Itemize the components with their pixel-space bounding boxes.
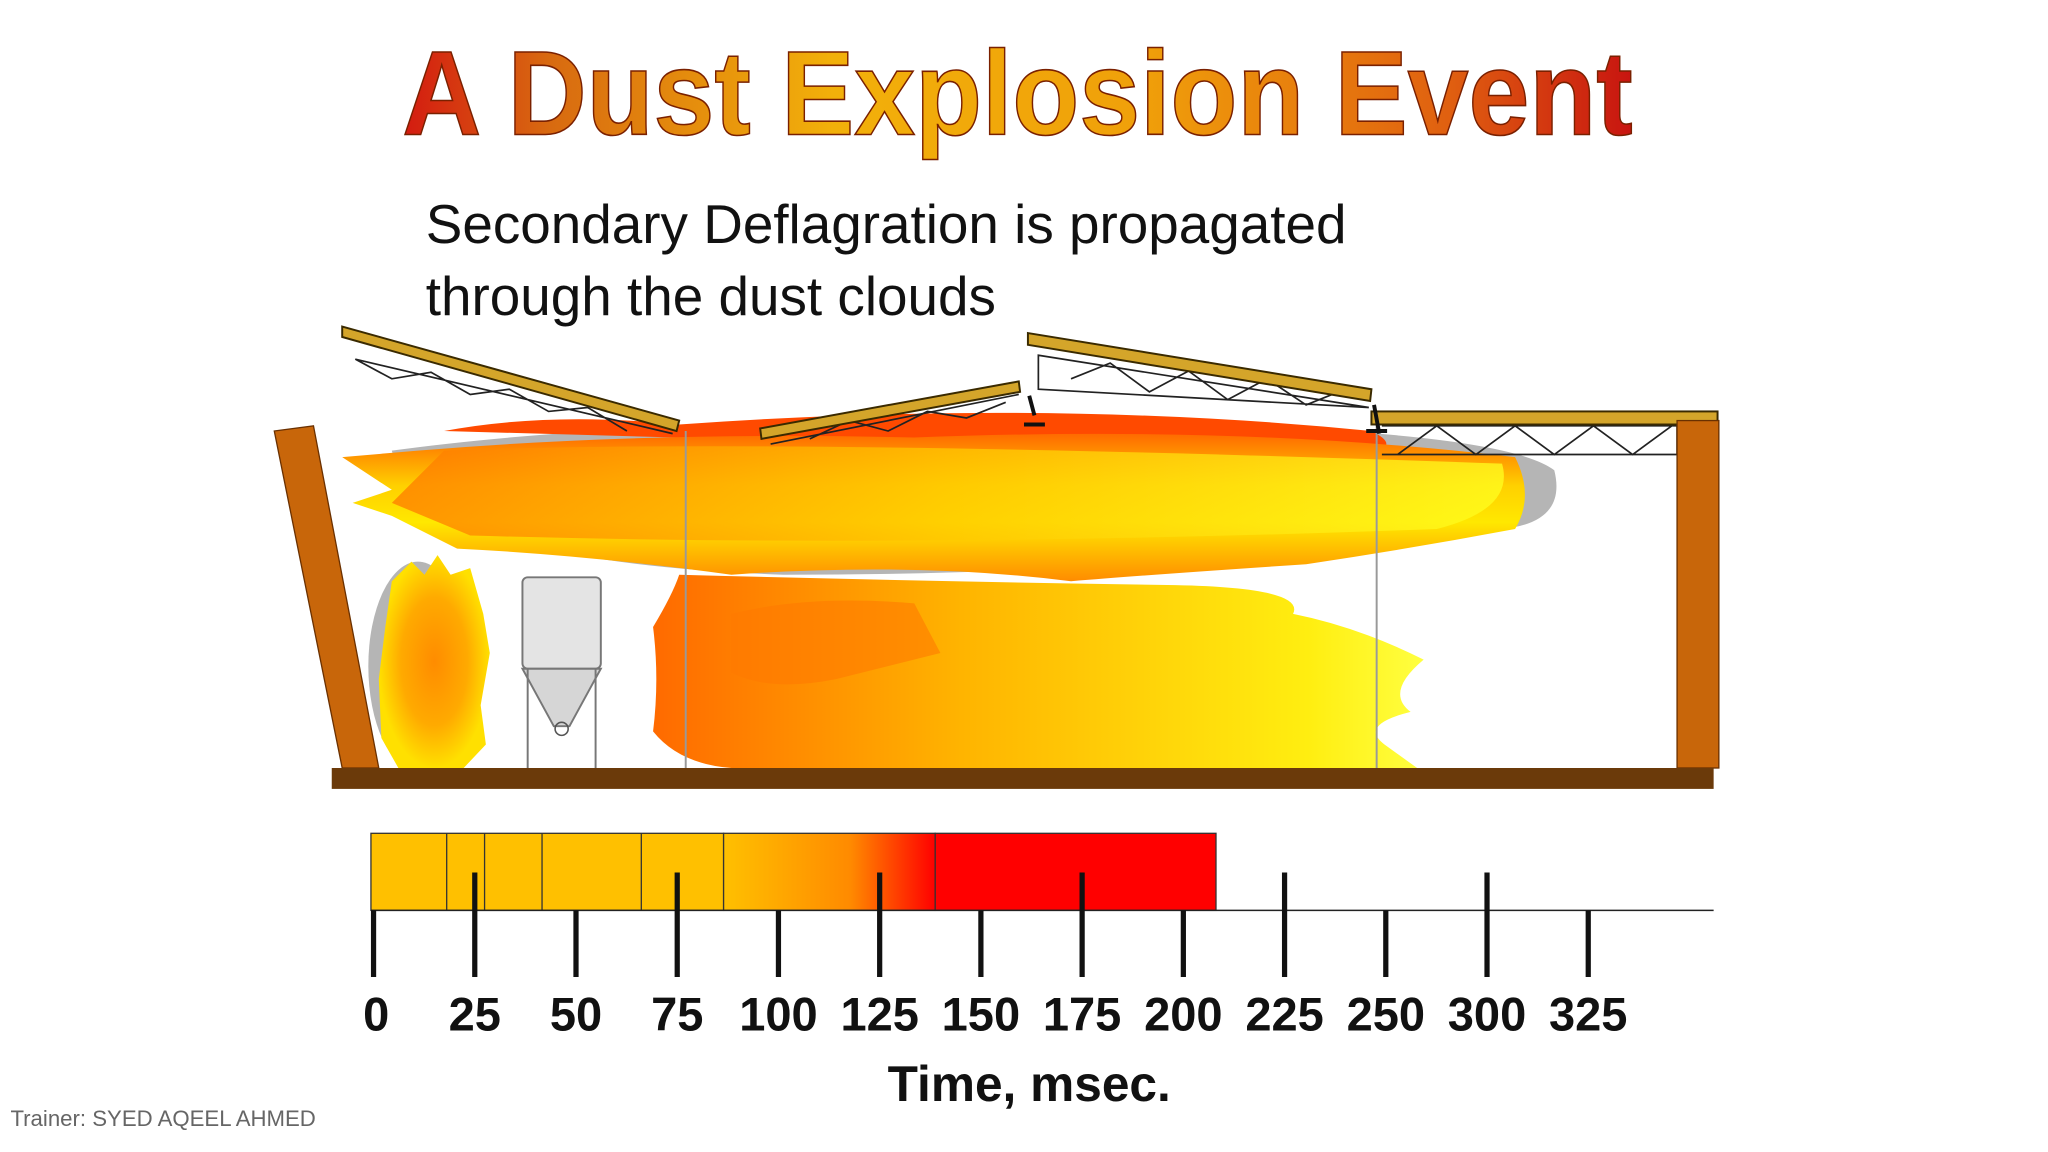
tick-label: 25 <box>449 988 501 1041</box>
tick-label: 0 <box>363 988 389 1041</box>
tick-label: 300 <box>1448 988 1526 1041</box>
timeline-bar <box>370 832 1714 912</box>
tick-label: 50 <box>550 988 602 1041</box>
title: A Dust Explosion Event <box>402 27 1632 161</box>
axis-label: Time, msec. <box>888 1056 1171 1112</box>
subtitle-line: Secondary Deflagration is propagated <box>426 193 1347 255</box>
tick-label: 125 <box>840 988 918 1041</box>
tick-label: 175 <box>1043 988 1121 1041</box>
subtitle-line: through the dust clouds <box>426 265 996 327</box>
tick-label: 325 <box>1549 988 1627 1041</box>
footer: Trainer: SYED AQEEL AHMED <box>10 1106 315 1131</box>
tick-label: 200 <box>1144 988 1222 1041</box>
tick-label: 250 <box>1347 988 1425 1041</box>
tick-label: 225 <box>1245 988 1323 1041</box>
building-illustration <box>273 325 1720 789</box>
tick-label: 150 <box>942 988 1020 1041</box>
tick-label: 75 <box>651 988 703 1041</box>
tick-label: 100 <box>739 988 817 1041</box>
timeline-ticks: 0 25 50 75 100 125 150 175 200 225 250 300 325 <box>363 872 1627 1041</box>
